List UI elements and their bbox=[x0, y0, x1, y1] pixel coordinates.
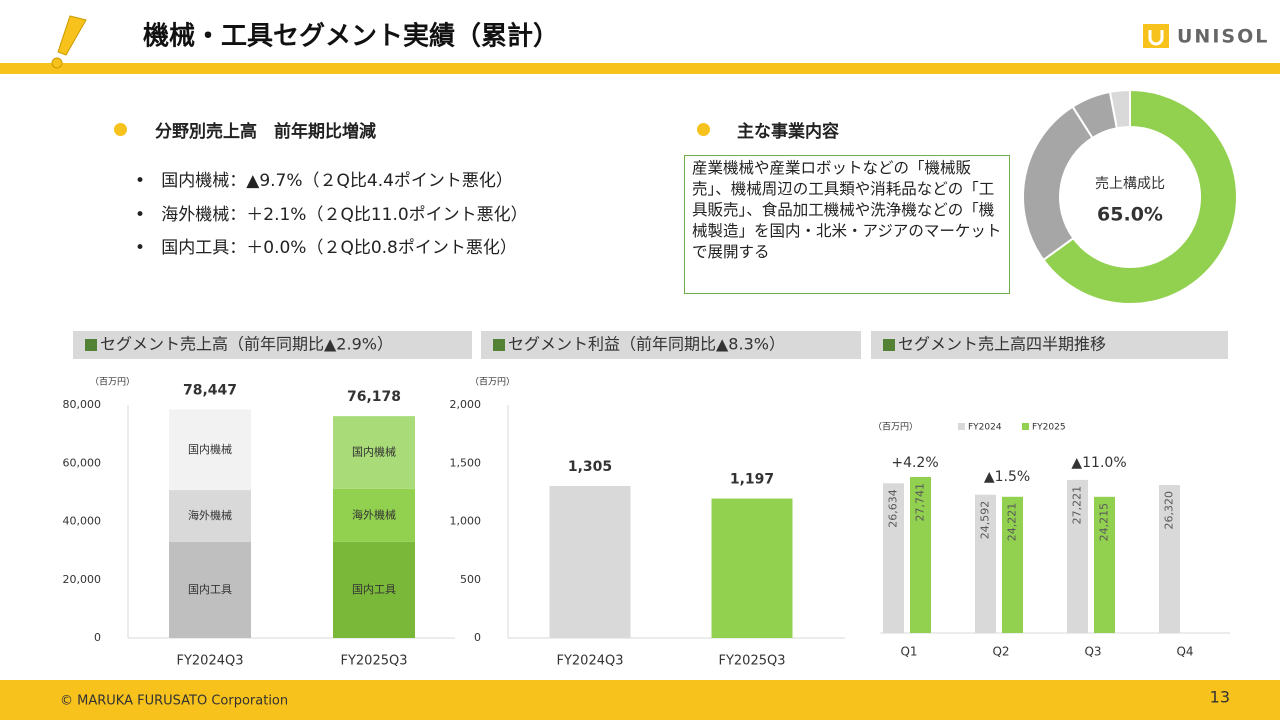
section-box bbox=[73, 331, 472, 359]
page-number: 13 bbox=[1210, 688, 1230, 707]
bullet-dot bbox=[114, 123, 127, 136]
x-tick-label: Q4 bbox=[1176, 645, 1193, 659]
bar bbox=[711, 498, 793, 638]
y-tick-label: 500 bbox=[460, 573, 481, 586]
center-label: 売上構成比 bbox=[1095, 176, 1165, 192]
x-tick-label: FY2025Q3 bbox=[340, 654, 407, 669]
section-heading: 分野別売上高 前年期比増減 bbox=[155, 122, 376, 142]
annotation: ▲11.0% bbox=[1071, 455, 1126, 471]
value-label: 27,221 bbox=[1071, 486, 1084, 525]
brand-name: UNISOL bbox=[1177, 26, 1269, 48]
y-tick-label: 60,000 bbox=[63, 456, 102, 469]
legend-label: FY2024 bbox=[968, 423, 1002, 433]
value-label: 27,741 bbox=[914, 483, 927, 522]
x-tick-label: FY2024Q3 bbox=[176, 654, 243, 669]
y-tick-label: 40,000 bbox=[63, 515, 102, 528]
y-tick-label: 2,000 bbox=[450, 398, 482, 411]
x-tick-label: FY2025Q3 bbox=[718, 654, 785, 669]
y-tick-label: 1,000 bbox=[450, 515, 482, 528]
annotation: ▲1.5% bbox=[984, 469, 1030, 485]
section-box bbox=[481, 331, 861, 359]
donut-slice bbox=[1108, 88, 1131, 130]
total-label: 76,178 bbox=[347, 389, 401, 405]
segment-label: 国内機械 bbox=[352, 445, 396, 459]
y-tick-label: 0 bbox=[94, 631, 101, 644]
list-item: • 海外機械：＋2.1%（２Q比11.0ポイント悪化） bbox=[135, 204, 528, 225]
bar-segment bbox=[169, 409, 251, 491]
section-square bbox=[493, 339, 505, 351]
section-box bbox=[871, 331, 1228, 359]
total-label: 78,447 bbox=[183, 383, 237, 399]
bullet-dot bbox=[697, 123, 710, 136]
item-text: 海外機械：＋2.1%（２Q比11.0ポイント悪化） bbox=[161, 204, 528, 225]
legend-label: FY2025 bbox=[1032, 423, 1066, 433]
section-title: セグメント売上高四半期推移 bbox=[898, 335, 1106, 354]
slide-title: 機械・工具セグメント実績（累計） bbox=[143, 21, 559, 52]
value-label: 26,634 bbox=[887, 489, 900, 528]
y-tick-label: 20,000 bbox=[63, 573, 102, 586]
bar bbox=[1094, 496, 1115, 633]
segment-label: 国内工具 bbox=[188, 582, 232, 596]
item-text: 国内工具：＋0.0%（２Q比0.8ポイント悪化） bbox=[161, 238, 517, 258]
section-heading: 主な事業内容 bbox=[737, 122, 839, 142]
bar bbox=[549, 485, 631, 638]
item-text: 国内機械：▲9.7%（２Q比4.4ポイント悪化） bbox=[161, 171, 513, 191]
segment-label: 海外機械 bbox=[188, 508, 232, 522]
bar bbox=[910, 477, 931, 633]
legend-swatch bbox=[958, 423, 965, 430]
unit-label: （百万円） bbox=[873, 422, 918, 433]
list-item: • 国内工具：＋0.0%（２Q比0.8ポイント悪化） bbox=[135, 238, 517, 258]
x-tick-label: FY2024Q3 bbox=[556, 654, 623, 669]
value-label: 24,221 bbox=[1006, 503, 1019, 542]
item-list: • 国内機械：▲9.7%（２Q比4.4ポイント悪化） • 海外機械：＋2.1%（… bbox=[135, 165, 528, 266]
section-title: セグメント売上高（前年同期比▲2.9%） bbox=[100, 335, 393, 354]
x-tick-label: Q2 bbox=[992, 645, 1009, 659]
unit-label: （百万円） bbox=[90, 377, 135, 388]
bar-segment bbox=[333, 488, 415, 542]
x-tick-label: Q1 bbox=[900, 645, 917, 659]
y-tick-label: 80,000 bbox=[63, 398, 102, 411]
bar bbox=[1067, 479, 1088, 633]
section-square bbox=[883, 339, 895, 351]
y-tick-label: 1,500 bbox=[450, 456, 482, 469]
unit-label: （百万円） bbox=[470, 377, 515, 388]
list-item: • 国内機械：▲9.7%（２Q比4.4ポイント悪化） bbox=[135, 171, 513, 191]
value-label: 1,197 bbox=[730, 472, 774, 488]
header-band bbox=[0, 63, 1280, 74]
segment-label: 海外機械 bbox=[352, 507, 396, 521]
x-tick-label: Q3 bbox=[1084, 645, 1101, 659]
center-value: 65.0% bbox=[1097, 204, 1163, 226]
bar-segment bbox=[169, 490, 251, 542]
bar-segment bbox=[333, 416, 415, 489]
description-box: 産業機械や産業ロボットなどの「機械販売」、機械周辺の工具類や消耗品などの「工具販… bbox=[684, 155, 1010, 294]
value-label: 24,215 bbox=[1098, 503, 1111, 541]
legend-swatch bbox=[1022, 423, 1029, 430]
footer-band bbox=[0, 680, 1280, 720]
logo-icon bbox=[51, 15, 87, 69]
section-square bbox=[85, 339, 97, 351]
y-tick-label: 0 bbox=[474, 631, 481, 644]
bar bbox=[1002, 496, 1023, 633]
segment-label: 国内機械 bbox=[188, 442, 232, 456]
value-label: 1,305 bbox=[568, 459, 612, 475]
bar-segment bbox=[333, 541, 415, 638]
section-title: セグメント利益（前年同期比▲8.3%） bbox=[508, 335, 785, 354]
donut-slice bbox=[1022, 105, 1094, 262]
value-label: 26,320 bbox=[1163, 491, 1176, 530]
annotation: +4.2% bbox=[891, 455, 938, 471]
bar-segment bbox=[169, 541, 251, 638]
value-label: 24,592 bbox=[979, 501, 992, 540]
copyright: © MARUKA FURUSATO Corporation bbox=[60, 694, 288, 709]
donut-slice bbox=[1042, 88, 1238, 305]
brand-mark-u bbox=[1148, 30, 1164, 46]
bar bbox=[1159, 484, 1180, 633]
segment-label: 国内工具 bbox=[352, 582, 396, 596]
bar bbox=[883, 483, 904, 633]
bar bbox=[975, 494, 996, 633]
